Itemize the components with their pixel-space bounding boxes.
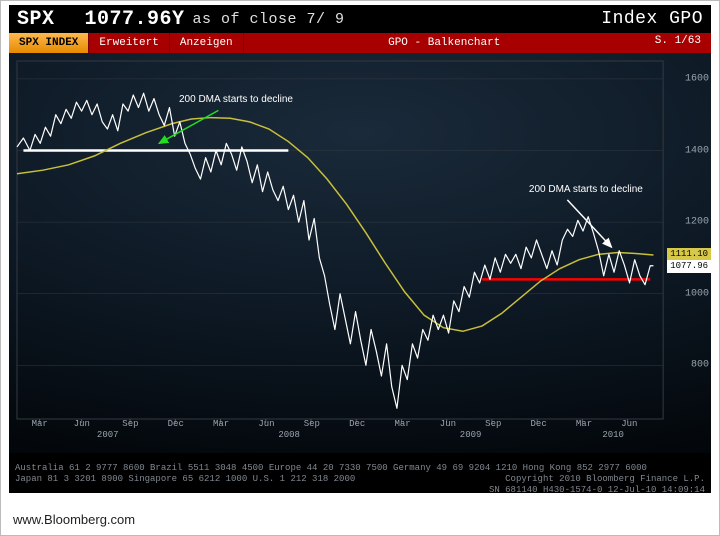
function-name: Index GPO <box>601 9 703 29</box>
footer-line-2-left: Japan 81 3 3201 8900 Singapore 65 6212 1… <box>15 474 355 484</box>
footer-line-2: Japan 81 3 3201 8900 Singapore 65 6212 1… <box>15 474 705 484</box>
bloomberg-terminal: SPX 1077.96Y as of close 7/ 9 Index GPO … <box>9 5 711 493</box>
footer-copyright: Copyright 2010 Bloomberg Finance L.P. <box>505 474 705 484</box>
asof-text: as of close 7/ 9 <box>193 11 345 28</box>
header-bar: SPX 1077.96Y as of close 7/ 9 Index GPO <box>9 5 711 33</box>
last-price: 1077.96Y <box>85 8 185 31</box>
ticker-symbol: SPX <box>17 8 55 31</box>
source-attribution: www.Bloomberg.com <box>13 512 135 527</box>
tab-anzeigen[interactable]: Anzeigen <box>170 33 244 53</box>
chart-type-title: GPO - Balkenchart <box>378 33 510 53</box>
chart-area: 80010001200140016001111.101077.96 MarJun… <box>9 53 711 453</box>
tab-erweitert[interactable]: Erweitert <box>89 33 169 53</box>
terminal-footer: Australia 61 2 9777 8600 Brazil 5511 304… <box>9 453 711 497</box>
footer-line-3: SN 681140 H430-1574-0 12-Jul-10 14:09:14 <box>15 485 705 495</box>
page-indicator: S. 1/63 <box>645 33 711 53</box>
chart-svg <box>9 53 711 453</box>
screenshot-root: SPX 1077.96Y as of close 7/ 9 Index GPO … <box>0 0 720 536</box>
tab-spx-index[interactable]: SPX INDEX <box>9 33 89 53</box>
footer-line-1: Australia 61 2 9777 8600 Brazil 5511 304… <box>15 463 705 473</box>
tab-bar: SPX INDEX Erweitert Anzeigen GPO - Balke… <box>9 33 711 53</box>
